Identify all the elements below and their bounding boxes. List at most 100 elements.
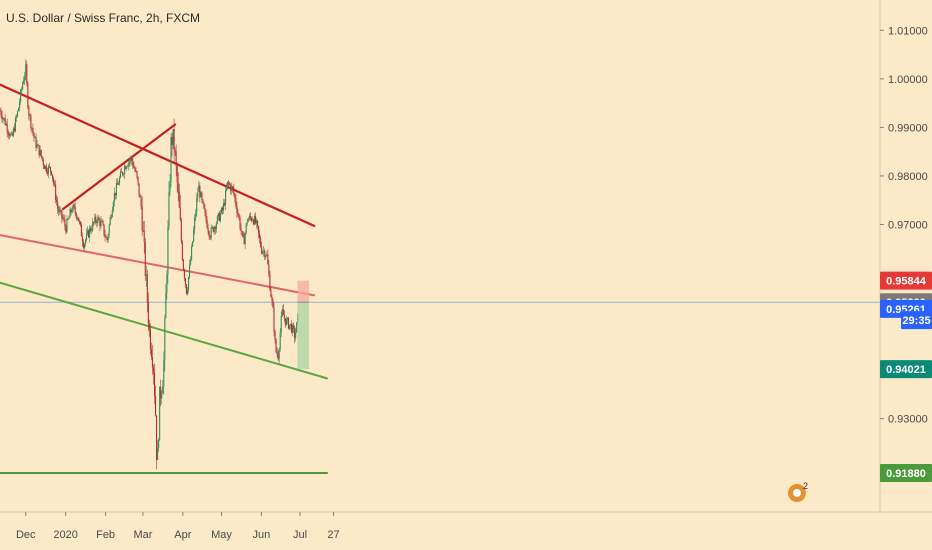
candle-body — [211, 227, 213, 228]
time-tick-label: 27 — [327, 529, 339, 541]
candle-body — [206, 219, 208, 228]
candle-body — [124, 166, 126, 175]
candle-body — [128, 162, 130, 167]
candle-body — [107, 234, 109, 241]
candles-layer — [0, 59, 299, 470]
candle-body — [201, 192, 203, 200]
candle-body — [168, 192, 170, 228]
candle-body — [241, 231, 243, 233]
green-channel-line[interactable] — [0, 281, 329, 380]
candle-body — [58, 208, 60, 213]
upper-resistance-line[interactable] — [0, 83, 316, 228]
candle-body — [78, 221, 80, 223]
candle-body — [227, 181, 229, 188]
candle-body — [281, 309, 283, 316]
candle-body — [174, 149, 176, 152]
candle-body — [30, 115, 32, 128]
candle-body — [272, 300, 274, 308]
time-axis[interactable]: Dec 2020 Feb Mar Apr May Jun Jul 27 — [16, 512, 340, 541]
candle-body — [186, 290, 189, 294]
candle-body — [61, 210, 63, 218]
candle-body — [283, 314, 285, 319]
candle-body — [166, 274, 168, 294]
candle-body — [284, 318, 286, 325]
candle-body — [94, 216, 96, 223]
candle-body — [224, 203, 226, 205]
candle-body — [37, 144, 39, 146]
candle-body — [92, 221, 94, 231]
candle-body — [169, 182, 171, 193]
candle-body — [140, 197, 142, 207]
candle-body — [225, 190, 227, 205]
candle-body — [246, 221, 248, 224]
candle-body — [196, 198, 198, 213]
candle-body — [177, 182, 179, 192]
candle-body — [215, 223, 217, 230]
candle-body — [16, 111, 19, 117]
time-tick-label: May — [211, 529, 232, 541]
time-tick-label: Jun — [253, 529, 271, 541]
candle-body — [231, 186, 233, 192]
candle-body — [74, 206, 76, 213]
candle-body — [121, 171, 123, 173]
candle-body — [158, 440, 160, 449]
logo-badge-text: 2 — [803, 481, 808, 491]
red-channel-line[interactable] — [0, 234, 316, 297]
candle-body — [34, 137, 36, 139]
candle-body — [29, 115, 31, 117]
candle-body — [35, 137, 37, 148]
candle-body — [143, 231, 145, 242]
candle-body — [139, 195, 141, 198]
candle-body — [119, 171, 122, 178]
candle-body — [172, 129, 174, 145]
drawing-layer[interactable] — [0, 83, 880, 475]
price-tick-label: 0.93000 — [888, 414, 928, 426]
candle-body — [288, 324, 291, 329]
candle-body — [278, 349, 280, 360]
candle-body — [230, 185, 232, 192]
price-axis[interactable]: 1.01000 1.00000 0.99000 0.98000 0.97000 0.930… — [880, 25, 928, 426]
candle-body — [165, 293, 167, 319]
candle-body — [216, 216, 218, 224]
take-profit-zone[interactable] — [297, 302, 310, 370]
candle-body — [8, 134, 10, 137]
broker-logo[interactable]: 2 — [788, 481, 808, 502]
time-tick-label: Jul — [293, 529, 307, 541]
candle-body — [45, 165, 47, 172]
candle-body — [104, 234, 106, 238]
candle-body — [51, 174, 54, 179]
candle-body — [232, 186, 234, 189]
candle-body — [222, 203, 225, 211]
candle-body — [256, 220, 259, 227]
candle-body — [72, 204, 74, 211]
candle-body — [84, 239, 87, 244]
stop-loss-zone[interactable] — [297, 280, 310, 303]
price-badge-label: 0.94021 — [886, 364, 926, 376]
time-tick-label: Dec — [16, 529, 36, 541]
rising-support-line[interactable] — [61, 123, 177, 211]
candle-body — [285, 319, 287, 325]
candle-body — [75, 212, 77, 218]
candle-body — [144, 241, 146, 276]
price-tick-label: 0.97000 — [888, 219, 928, 231]
position-tool[interactable] — [297, 280, 310, 370]
candle-body — [178, 191, 180, 208]
candle-body — [221, 207, 224, 211]
candle-body — [273, 307, 275, 332]
candle-body — [270, 290, 272, 297]
candle-body — [56, 199, 58, 202]
candle-body — [200, 192, 202, 198]
candle-body — [48, 166, 50, 167]
candle-body — [141, 206, 143, 231]
candle-body — [19, 102, 21, 108]
logo-inner-icon — [793, 489, 801, 497]
candle-body — [80, 224, 82, 237]
candle-body — [5, 123, 7, 125]
candle-body — [44, 165, 46, 169]
candle-body — [62, 217, 64, 219]
candle-body — [170, 137, 172, 183]
candle-body — [203, 203, 205, 209]
candle-body — [197, 191, 199, 199]
candle-body — [204, 208, 206, 213]
